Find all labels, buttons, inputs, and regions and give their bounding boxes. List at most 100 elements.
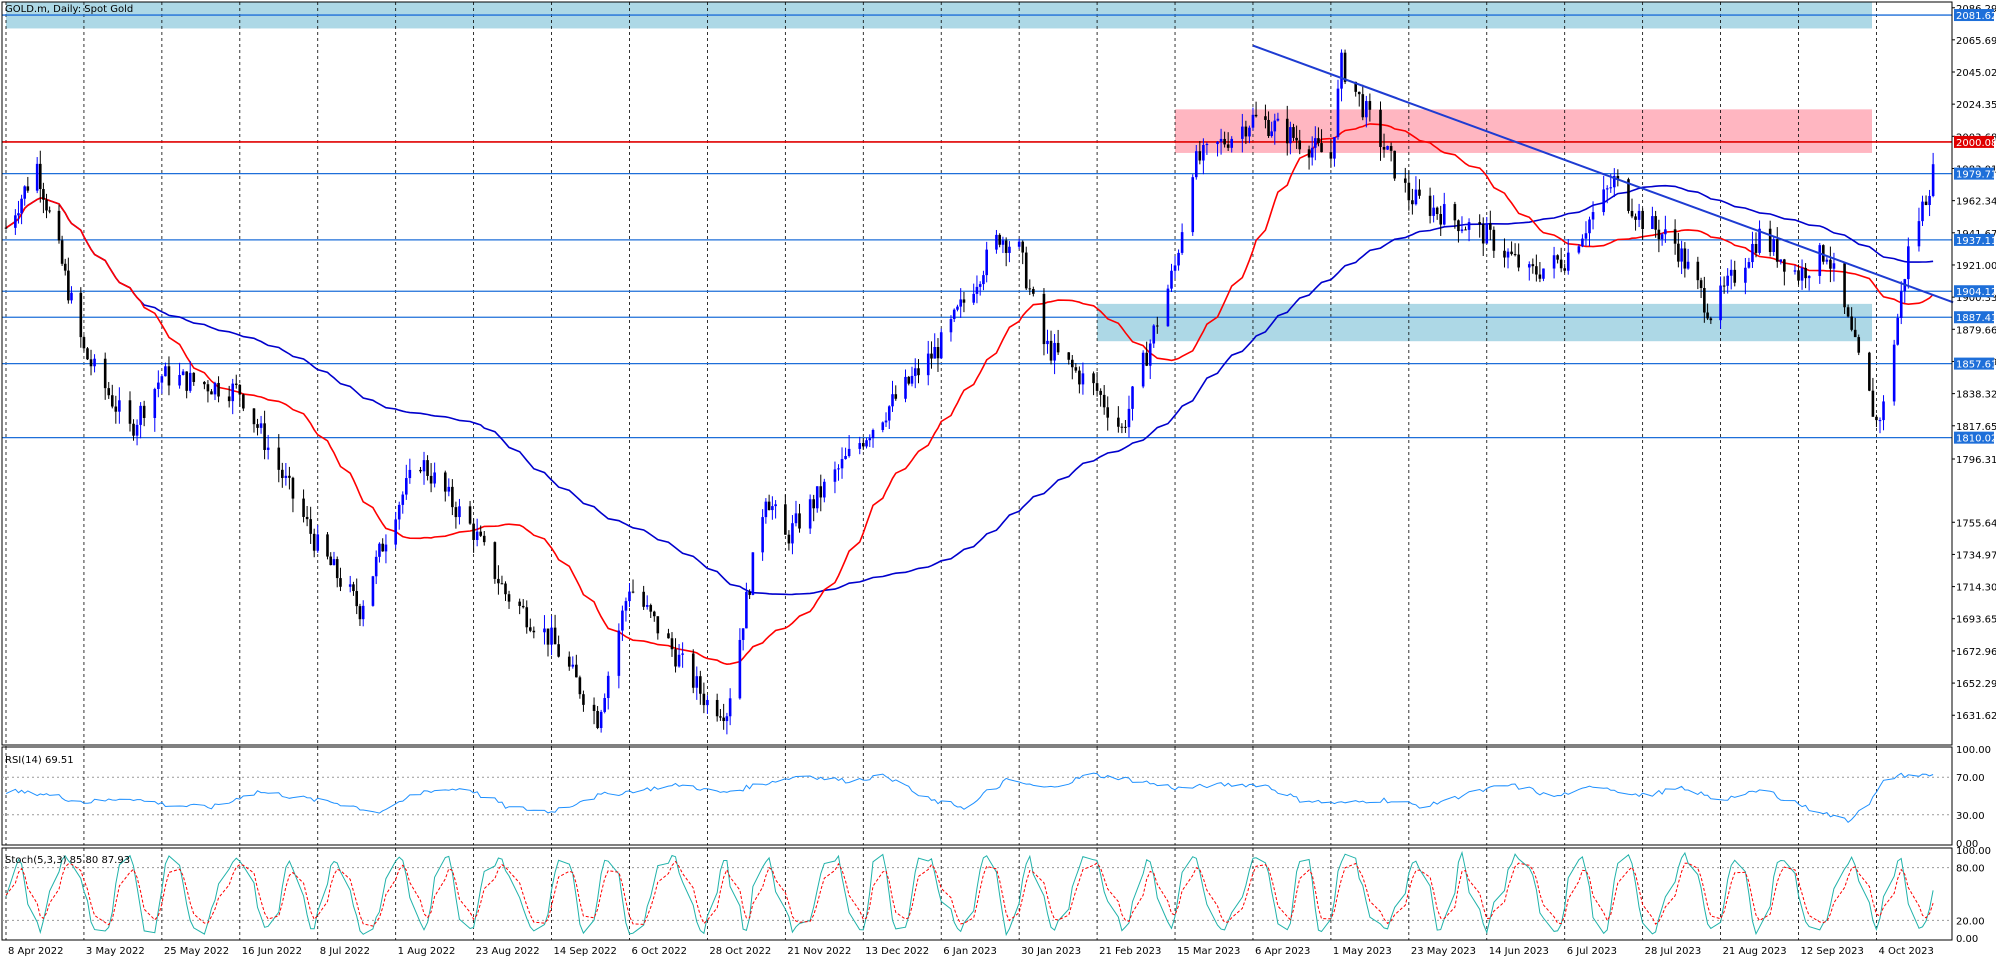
candle (256, 418, 259, 436)
candle (837, 464, 840, 481)
candle-body (1411, 200, 1414, 205)
candle-body (1270, 131, 1273, 137)
date-tick-label: 6 Jul 2023 (1567, 946, 1617, 957)
candle (1673, 219, 1677, 255)
candle (316, 525, 320, 553)
candle (1783, 258, 1786, 286)
candle-body (917, 368, 920, 376)
candle (284, 462, 288, 486)
candle (1699, 277, 1703, 299)
candle (1683, 242, 1687, 278)
candle-body (1503, 250, 1506, 258)
candle (1843, 262, 1846, 314)
candle-body (1751, 243, 1754, 263)
candle (1660, 232, 1664, 246)
candle (764, 498, 768, 524)
candle (339, 567, 342, 592)
candle-body (1651, 216, 1654, 230)
candle-body (475, 531, 479, 540)
candle (1928, 189, 1931, 217)
candle-body (722, 717, 725, 722)
candle (227, 385, 231, 408)
candle-body (1577, 246, 1581, 253)
candle (1333, 137, 1336, 167)
candle (181, 369, 185, 376)
candle-body (1783, 259, 1786, 272)
candle (606, 671, 610, 710)
candle-body (1868, 352, 1871, 391)
candle (277, 434, 281, 483)
candle-body (352, 584, 355, 592)
candle-body (26, 186, 30, 191)
candle (451, 479, 454, 516)
candle-body (1538, 274, 1542, 279)
candle (871, 428, 875, 448)
candle (550, 615, 553, 656)
candle (1382, 133, 1386, 158)
candle-body (1320, 143, 1323, 153)
candle-body (1241, 126, 1244, 139)
candle-body (497, 578, 500, 584)
candle (93, 354, 96, 373)
candle-body (1042, 293, 1046, 345)
candle (118, 387, 121, 424)
candle (38, 150, 42, 203)
candle-body (1166, 288, 1170, 327)
candle-body (1099, 390, 1102, 395)
candle-body (1822, 245, 1825, 262)
candle (378, 542, 381, 563)
candle-body (429, 475, 433, 484)
candle (1917, 207, 1921, 252)
candle-body (702, 693, 706, 706)
candle (1081, 362, 1085, 395)
candle-body (1310, 147, 1314, 158)
candle (1832, 252, 1836, 282)
candle-body (118, 400, 121, 412)
candle (1418, 179, 1421, 199)
candle (17, 200, 20, 224)
candle (656, 616, 660, 640)
candle (408, 458, 412, 484)
candle-body (45, 199, 48, 211)
candle-body (1680, 248, 1683, 262)
candle (1017, 238, 1021, 249)
candle-body (1219, 138, 1223, 142)
candle (887, 405, 891, 429)
candle (139, 402, 142, 439)
candle-body (1775, 239, 1779, 262)
candle (1664, 215, 1667, 243)
candle (784, 494, 787, 535)
candle-body (443, 472, 447, 492)
candle-body (48, 210, 51, 212)
price-tick-label: 2045.02 (1956, 68, 1996, 79)
candle (1357, 91, 1361, 107)
candle-body (1329, 152, 1333, 159)
candle (332, 551, 336, 566)
candle (497, 565, 500, 595)
candle-body (339, 578, 342, 587)
candle (252, 408, 256, 433)
candle (1124, 420, 1127, 433)
candle-body (1354, 81, 1357, 92)
date-tick-label: 16 Jun 2022 (242, 946, 302, 957)
candle-body (394, 519, 397, 545)
candle-body (798, 513, 801, 529)
candle (543, 615, 546, 645)
candle-body (1804, 267, 1807, 279)
candle-body (667, 633, 670, 639)
candle-body (160, 376, 164, 383)
candle-body (1017, 241, 1021, 247)
candle-body (504, 583, 507, 595)
date-tick-label: 14 Sep 2022 (554, 946, 617, 957)
candle-body (975, 286, 979, 294)
candle (1703, 276, 1706, 323)
candle (1386, 145, 1389, 151)
candle (309, 506, 312, 544)
candle-body (553, 627, 557, 645)
candle (771, 496, 774, 520)
candle-body (1004, 240, 1008, 253)
candle-body (998, 234, 1001, 245)
candle (681, 642, 684, 668)
candle (1875, 414, 1878, 428)
